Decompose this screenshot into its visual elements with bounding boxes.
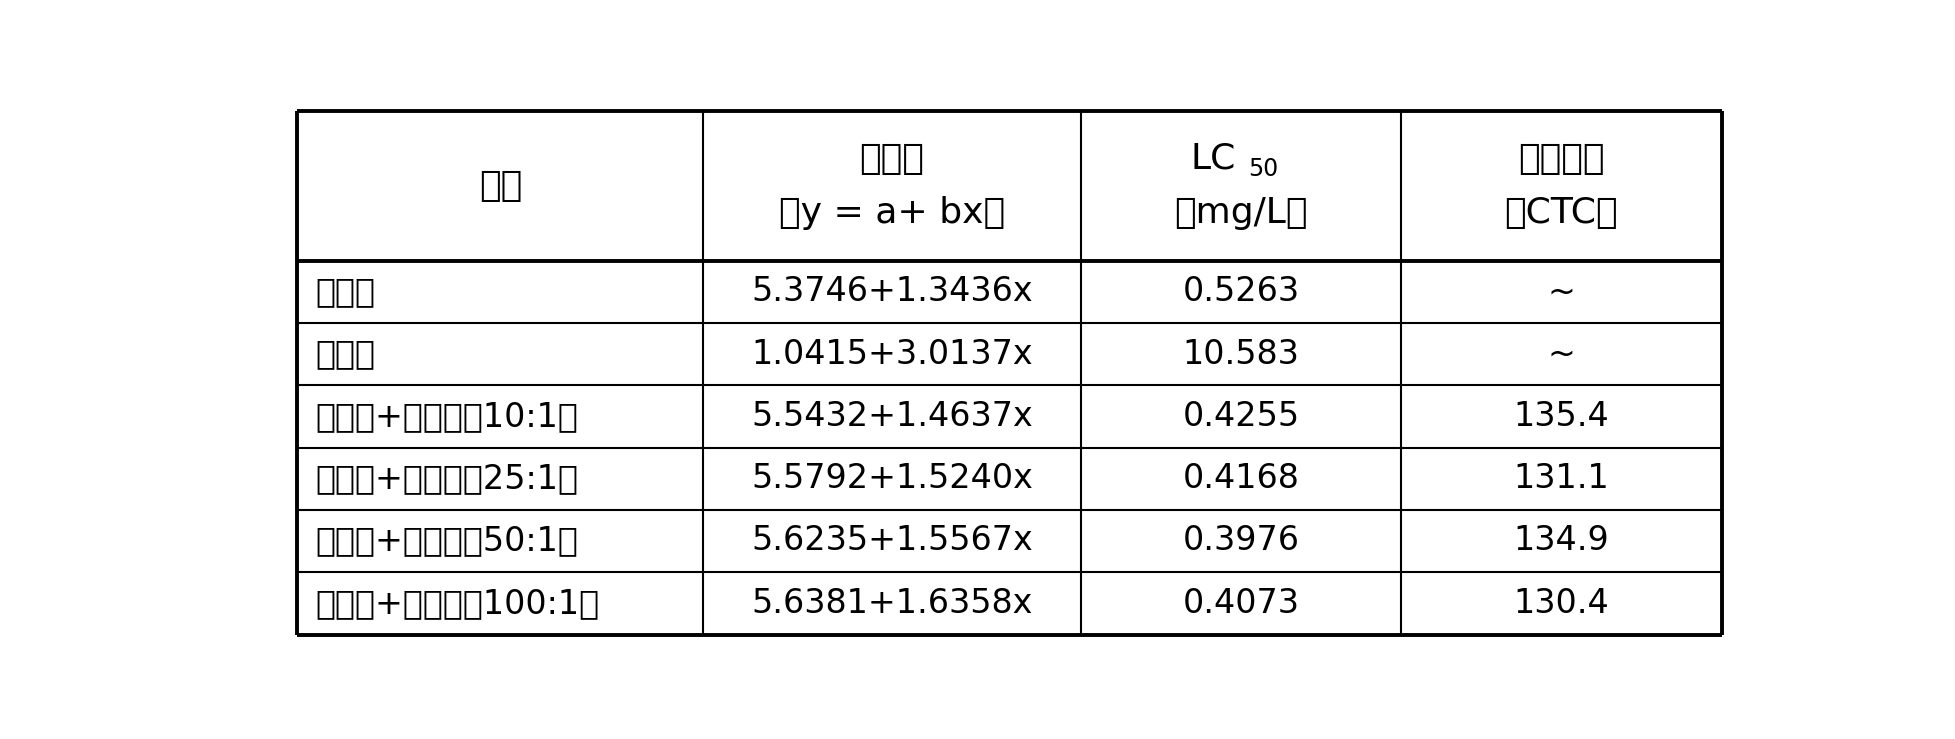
Text: 134.9: 134.9 [1513,525,1609,557]
Text: 131.1: 131.1 [1513,462,1609,495]
Text: 0.4073: 0.4073 [1183,587,1300,620]
Text: 辛硫磷: 辛硫磷 [315,276,375,308]
Text: 5.3746+1.3436x: 5.3746+1.3436x [751,276,1032,308]
Text: ~: ~ [1548,338,1576,370]
Text: （y = a+ bx）: （y = a+ bx） [778,197,1005,231]
Text: 135.4: 135.4 [1513,400,1609,433]
Text: 5.5792+1.5240x: 5.5792+1.5240x [751,462,1032,495]
Text: 5.6235+1.5567x: 5.6235+1.5567x [751,525,1032,557]
Text: 辛硫磷+印棹素（10:1）: 辛硫磷+印棹素（10:1） [315,400,579,433]
Text: （CTC）: （CTC） [1505,197,1619,231]
Text: 5.5432+1.4637x: 5.5432+1.4637x [751,400,1032,433]
Text: 回归式: 回归式 [860,142,925,176]
Text: 10.583: 10.583 [1183,338,1300,370]
Text: 0.4255: 0.4255 [1183,400,1300,433]
Text: 50: 50 [1249,157,1279,181]
Text: 0.3976: 0.3976 [1183,525,1300,557]
Text: 1.0415+3.0137x: 1.0415+3.0137x [751,338,1032,370]
Text: 130.4: 130.4 [1513,587,1609,620]
Text: 5.6381+1.6358x: 5.6381+1.6358x [751,587,1032,620]
Text: 辛硫磷+印棹素（25:1）: 辛硫磷+印棹素（25:1） [315,462,579,495]
Text: 辛硫磷+印棹素（100:1）: 辛硫磷+印棹素（100:1） [315,587,600,620]
Text: 辛硫磷+印棹素（50:1）: 辛硫磷+印棹素（50:1） [315,525,579,557]
Text: 0.5263: 0.5263 [1183,276,1300,308]
Text: （mg/L）: （mg/L） [1175,197,1308,231]
Text: 印棹素: 印棹素 [315,338,375,370]
Text: ~: ~ [1548,276,1576,308]
Text: 药剂: 药剂 [479,169,522,203]
Text: LC: LC [1191,142,1236,176]
Text: 共毒系数: 共毒系数 [1519,142,1605,176]
Text: 0.4168: 0.4168 [1183,462,1300,495]
